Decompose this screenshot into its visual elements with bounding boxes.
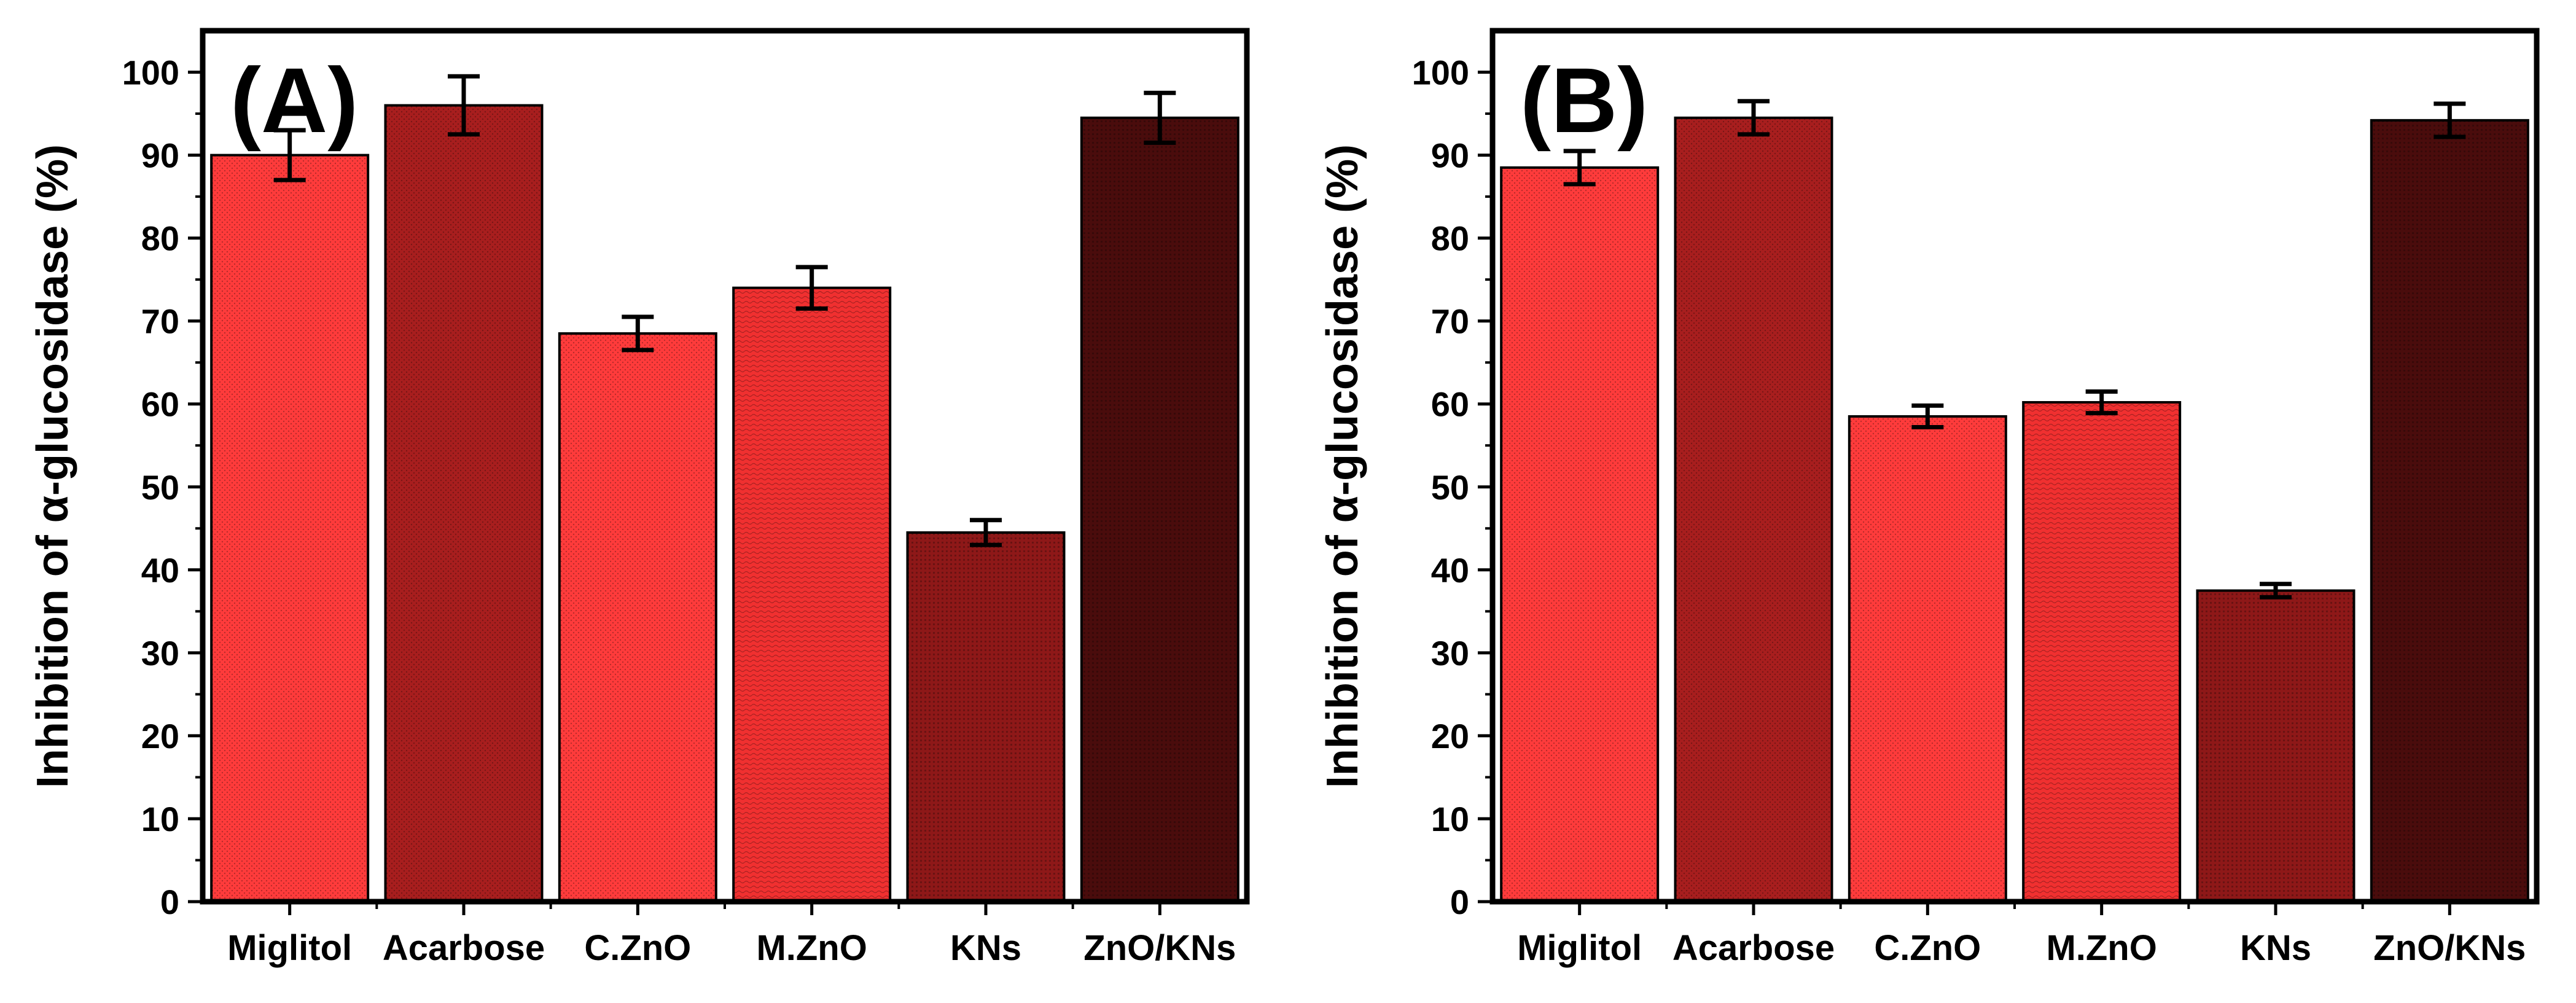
panel-label: (B) xyxy=(1520,49,1648,152)
error-bar xyxy=(2260,582,2292,599)
error-bar xyxy=(1144,90,1176,145)
bar-texture xyxy=(1675,117,1832,902)
y-tick-label: 20 xyxy=(1431,717,1469,755)
y-tick-label: 80 xyxy=(141,219,179,258)
chart-panel-2: Miglitol Acarbose C.ZnO M.ZnO KNs ZnO/KNs 0 10 2… xyxy=(1318,28,2540,968)
error-bar xyxy=(273,128,306,182)
plot-frame xyxy=(1489,28,2540,905)
y-tick-label: 30 xyxy=(1431,634,1469,673)
y-tick-label: 70 xyxy=(1431,302,1469,341)
y-tick-label: 90 xyxy=(141,136,179,175)
y-axis-label: Inhibition of α-glucosidase (%) xyxy=(28,144,77,788)
error-bar xyxy=(1738,99,1770,137)
error-bar xyxy=(1911,403,1944,430)
chart-panel-1: Miglitol Acarbose C.ZnO M.ZnO KNs ZnO/KNs 0 10 2… xyxy=(28,28,1250,968)
error-bar xyxy=(2085,389,2118,416)
bar-texture xyxy=(2197,590,2354,902)
bar-texture xyxy=(385,105,542,902)
x-tick-label: M.ZnO xyxy=(2046,928,2156,968)
plot-frame xyxy=(200,28,1250,905)
x-tick-label: Miglitol xyxy=(1517,928,1642,968)
error-bar xyxy=(1563,149,1596,187)
y-tick-label: 10 xyxy=(1431,800,1469,838)
x-tick-label: Acarbose xyxy=(383,928,545,968)
bar-texture xyxy=(211,155,369,902)
y-tick-label: 30 xyxy=(141,634,179,673)
panel-label: (A) xyxy=(230,49,358,152)
y-tick-label: 50 xyxy=(141,468,179,507)
error-bar xyxy=(622,314,654,353)
x-tick-label: C.ZnO xyxy=(584,928,691,968)
y-tick-label: 80 xyxy=(1431,219,1469,258)
y-tick-label: 10 xyxy=(141,800,179,838)
y-tick-label: 60 xyxy=(1431,385,1469,424)
y-axis-label: Inhibition of α-glucosidase (%) xyxy=(1318,144,1367,788)
x-tick-label: C.ZnO xyxy=(1874,928,1981,968)
x-tick-label: M.ZnO xyxy=(756,928,867,968)
bar-texture xyxy=(1849,416,2006,902)
y-tick-label: 40 xyxy=(1431,551,1469,590)
bar-texture xyxy=(907,533,1064,902)
bar-texture xyxy=(559,333,716,902)
y-tick-label: 70 xyxy=(141,302,179,341)
bar-texture xyxy=(1081,117,1238,902)
y-tick-label: 0 xyxy=(160,883,179,921)
y-tick-label: 0 xyxy=(1450,883,1469,921)
x-tick-label: ZnO/KNs xyxy=(1083,928,1236,968)
y-tick-label: 20 xyxy=(141,717,179,755)
x-tick-label: Miglitol xyxy=(227,928,352,968)
x-tick-label: KNs xyxy=(950,928,1021,968)
error-bar xyxy=(795,265,828,311)
y-tick-label: 100 xyxy=(122,53,179,92)
error-bar xyxy=(448,74,480,137)
y-tick-label: 90 xyxy=(1431,136,1469,175)
x-tick-label: Acarbose xyxy=(1672,928,1835,968)
x-tick-label: ZnO/KNs xyxy=(2373,928,2526,968)
y-tick-label: 60 xyxy=(141,385,179,424)
bar-texture xyxy=(2371,120,2528,902)
y-tick-label: 50 xyxy=(1431,468,1469,507)
bar-texture xyxy=(1501,167,1658,902)
bar-texture xyxy=(2023,402,2180,902)
x-tick-label: KNs xyxy=(2240,928,2311,968)
bar-texture xyxy=(733,287,891,902)
y-tick-label: 100 xyxy=(1412,53,1469,92)
y-tick-label: 40 xyxy=(141,551,179,590)
error-bar xyxy=(2434,101,2466,139)
error-bar xyxy=(970,518,1002,547)
